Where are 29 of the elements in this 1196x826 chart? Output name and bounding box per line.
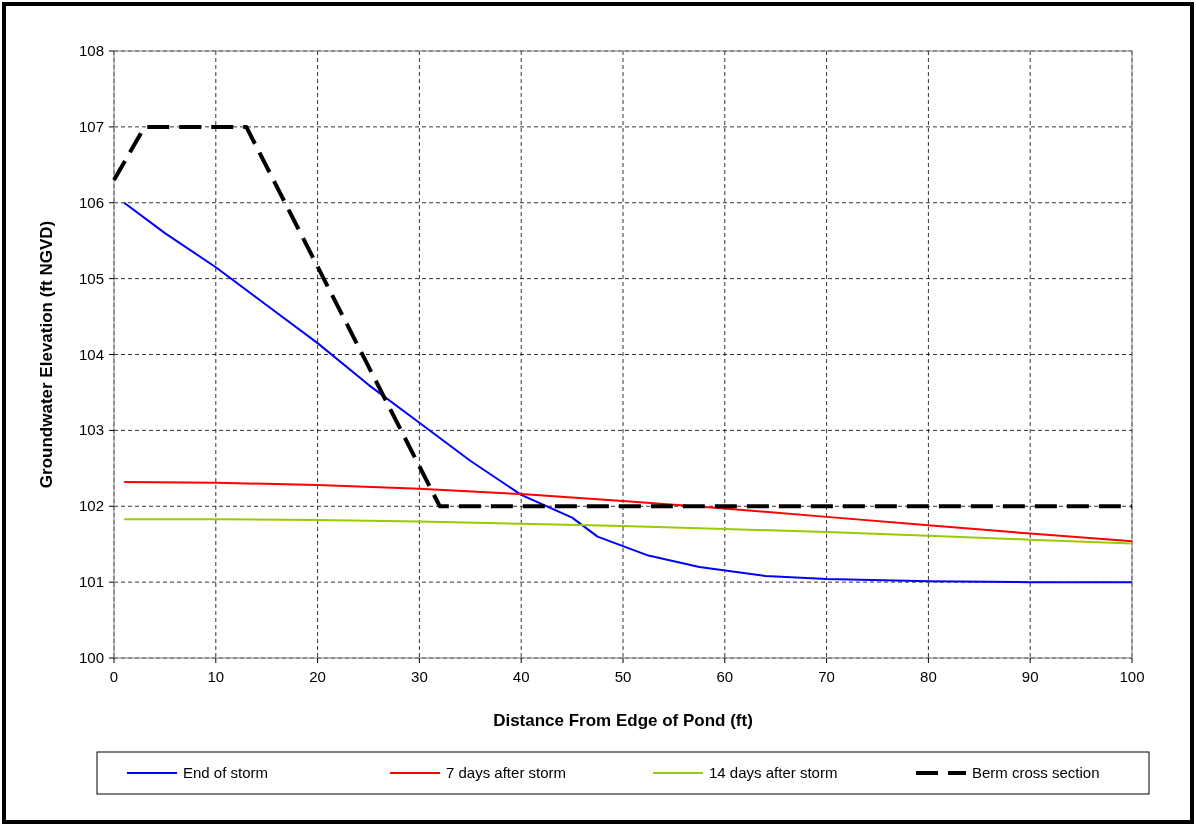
x-tick-label: 100 <box>1119 668 1145 685</box>
x-tick-label: 40 <box>512 668 530 685</box>
y-tick-label: 106 <box>78 193 104 211</box>
legend-label: 7 days after storm <box>446 764 567 781</box>
y-tick-label: 104 <box>78 345 104 363</box>
x-tick-label: 80 <box>920 668 937 685</box>
y-tick-label: 107 <box>78 117 104 135</box>
legend-label: Berm cross section <box>972 764 1100 781</box>
y-tick-label: 100 <box>78 649 104 666</box>
x-tick-label: 70 <box>818 668 835 685</box>
line-series <box>123 201 1133 584</box>
y-tick-label: 108 <box>78 42 104 59</box>
x-axis-title: Distance From Edge of Pond (ft) <box>493 711 753 730</box>
y-tick-label: 101 <box>78 573 104 591</box>
x-tick-label: 20 <box>309 668 326 685</box>
y-tick-label: 102 <box>78 497 104 515</box>
line-series <box>123 480 1133 543</box>
y-axis-title: Groundwater Elevation (ft NGVD) <box>37 220 56 489</box>
y-tick-label: 105 <box>78 269 104 287</box>
x-tick-label: 0 <box>109 668 119 685</box>
legend-label: 14 days after storm <box>709 764 838 781</box>
line-series <box>123 518 1133 545</box>
x-tick-label: 30 <box>411 668 428 685</box>
x-tick-label: 60 <box>716 668 734 685</box>
x-tick-label: 90 <box>1021 668 1039 685</box>
x-tick-label: 10 <box>207 668 225 685</box>
y-tick-label: 103 <box>78 421 104 439</box>
legend-label: End of storm <box>183 764 269 781</box>
x-tick-label: 50 <box>614 668 632 685</box>
